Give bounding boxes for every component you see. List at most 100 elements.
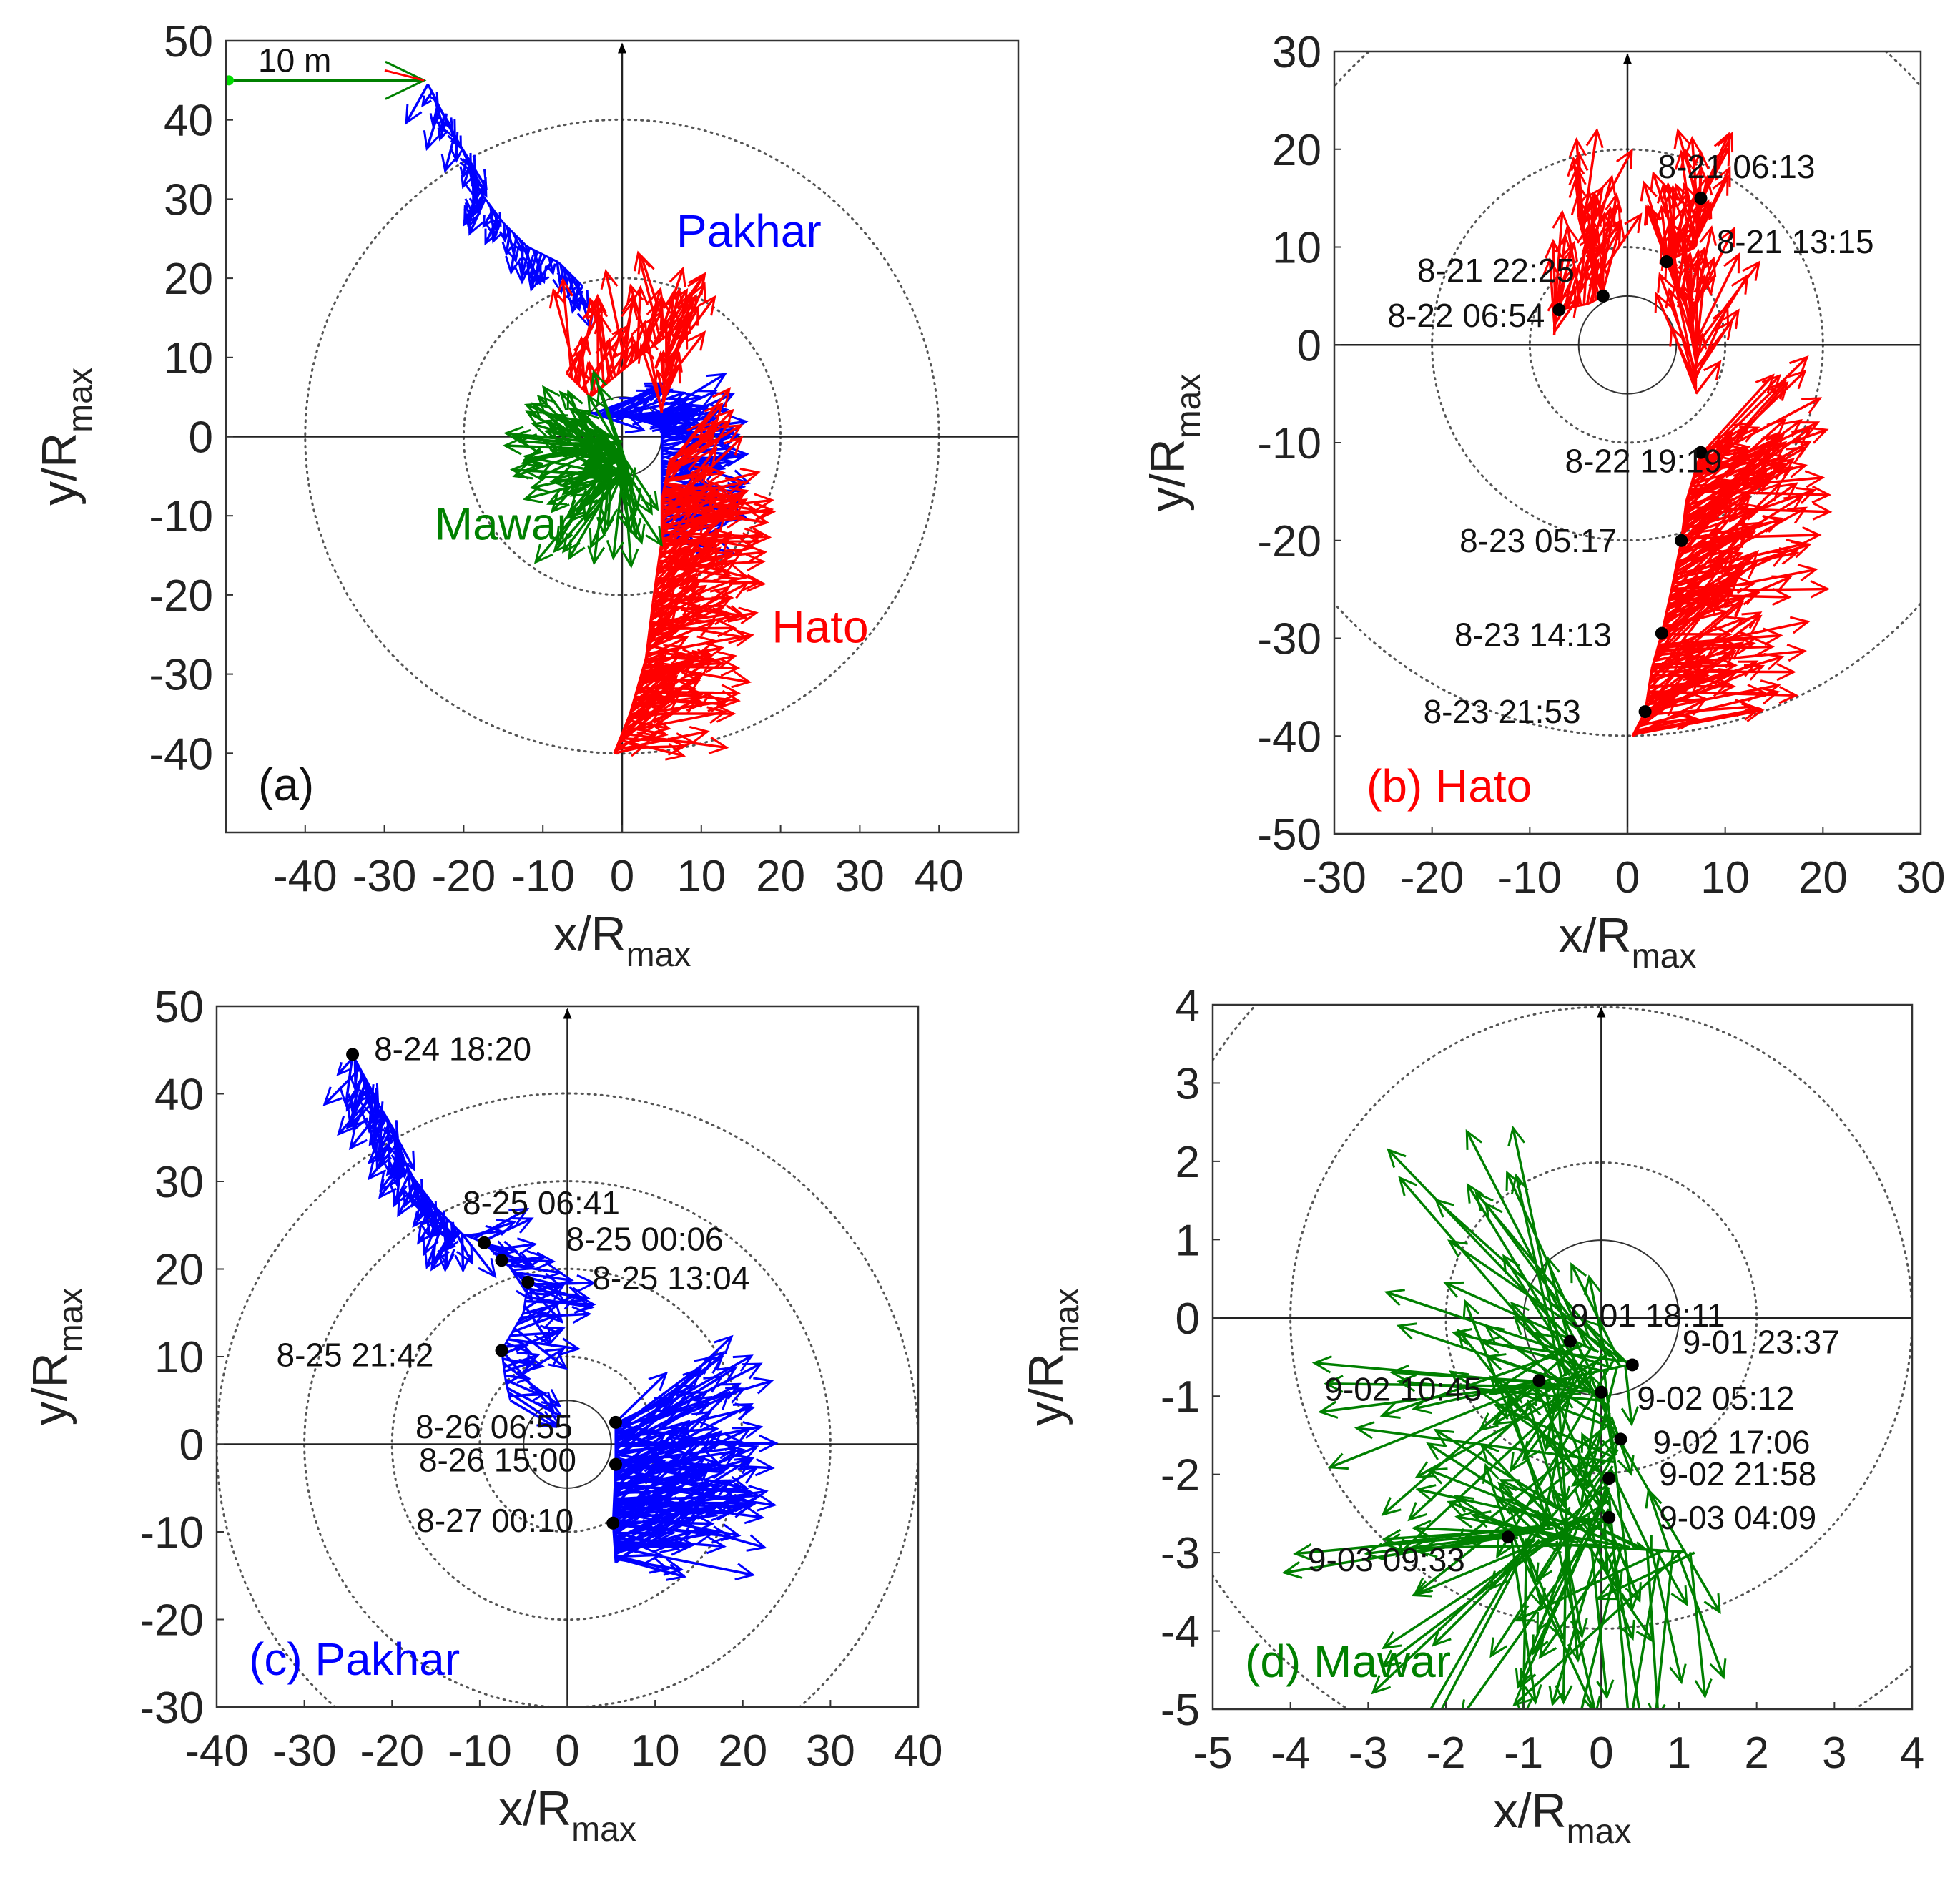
hato-vector-head xyxy=(1773,466,1794,483)
hato-vector-head xyxy=(578,368,591,383)
hato-vector xyxy=(1699,133,1733,205)
time-label: 8-24 18:20 xyxy=(374,1030,531,1067)
mawar-vector-head xyxy=(1327,1452,1349,1470)
pakhar-vector xyxy=(661,436,694,453)
x-tick-label: -40 xyxy=(184,1726,249,1776)
pakhar-vector xyxy=(661,404,704,423)
time-marker xyxy=(1532,1374,1546,1387)
mawar-vector xyxy=(1578,1518,1644,1550)
pakhar-vector-head xyxy=(437,127,449,142)
time-label: 8-22 19:19 xyxy=(1565,443,1723,480)
hato-vector-head xyxy=(1604,219,1622,240)
pakhar-vector xyxy=(614,1483,720,1564)
hato-vector-head xyxy=(734,629,754,647)
mawar-vector-head xyxy=(1497,1481,1517,1502)
y-tick-label: 20 xyxy=(154,1246,204,1295)
pakhar-vector xyxy=(614,1440,665,1483)
hato-vector xyxy=(561,280,573,379)
pakhar-vector-head xyxy=(748,1485,769,1503)
hato-vector xyxy=(661,471,759,498)
mawar-vector-head xyxy=(1293,1543,1314,1562)
mawar-vector xyxy=(1489,1376,1610,1506)
hato-vector-head xyxy=(753,503,774,521)
time-marker xyxy=(1552,303,1566,317)
hato-vector xyxy=(1690,257,1708,328)
time-label: 9-02 21:58 xyxy=(1659,1455,1816,1493)
hato-vector xyxy=(1689,380,1786,489)
hato-vector-head xyxy=(1735,636,1756,655)
x-tick-label: -30 xyxy=(353,852,417,901)
mawar-vector-head xyxy=(1514,1698,1533,1709)
hato-vector-head xyxy=(1750,450,1771,471)
hato-vector xyxy=(1685,446,1744,503)
plot-area xyxy=(217,1008,918,1707)
mawar-vector-head xyxy=(1449,1370,1469,1389)
time-marker xyxy=(495,1344,508,1357)
mawar-vector xyxy=(571,475,606,497)
y-tick-label: -20 xyxy=(139,1596,204,1646)
mawar-vector xyxy=(1513,1550,1683,1706)
x-tick-label: 0 xyxy=(555,1726,579,1776)
pakhar-vector-head xyxy=(420,1212,434,1226)
mawar-vector-head xyxy=(1588,1373,1605,1395)
hato-vector-head xyxy=(681,671,702,691)
mawar-vector-head xyxy=(1694,1678,1713,1699)
pakhar-vector-head xyxy=(450,149,463,163)
mawar-vector-head xyxy=(1415,1484,1437,1502)
hato-vector-head xyxy=(720,503,741,522)
y-tick-label: -40 xyxy=(149,729,213,779)
hato-vector-head xyxy=(693,691,714,708)
mawar-vector xyxy=(1597,1551,1695,1601)
pakhar-vector xyxy=(624,406,645,418)
hato-vector-head xyxy=(680,604,701,624)
mawar-vector-head xyxy=(1379,1402,1401,1420)
pakhar-vector xyxy=(512,1269,563,1323)
mawar-vector-head xyxy=(1461,1699,1478,1709)
y-tick-label: -20 xyxy=(1257,517,1321,566)
hato-vector-head xyxy=(714,408,734,429)
mawar-vector xyxy=(1589,1375,1620,1446)
mawar-vector-head xyxy=(1538,1638,1557,1660)
y-tick-label: -30 xyxy=(139,1683,204,1733)
hato-vector xyxy=(1601,213,1606,295)
mawar-vector xyxy=(1520,1519,1597,1687)
hato-vector-head xyxy=(1786,369,1807,390)
hato-vector-head xyxy=(1568,165,1587,186)
pakhar-vector-head xyxy=(405,104,423,125)
panel-label: (c) Pakhar xyxy=(249,1633,460,1685)
pakhar-vector-head xyxy=(518,1358,536,1373)
hato-vector-head xyxy=(1570,195,1589,215)
mawar-vector-head xyxy=(1542,1535,1563,1554)
pakhar-vector-head xyxy=(368,1160,387,1181)
y-tick-label: 0 xyxy=(1297,321,1321,370)
mawar-vector xyxy=(1428,1468,1626,1548)
hato-vector-head xyxy=(1799,421,1821,438)
mawar-vector-head xyxy=(580,413,597,435)
pakhar-vector xyxy=(506,1263,561,1274)
mawar-vector xyxy=(1508,1506,1545,1541)
y-tick-label: 50 xyxy=(164,17,213,67)
mawar-vector-head xyxy=(1489,1375,1509,1395)
hato-vector xyxy=(636,287,642,358)
hato-vector-head xyxy=(1650,170,1668,192)
y-tick-label: -10 xyxy=(139,1508,204,1558)
hato-vector xyxy=(1661,561,1717,630)
hato-vector-head xyxy=(1776,662,1796,682)
mawar-vector-head xyxy=(525,410,546,428)
pakhar-vector-head xyxy=(691,1463,713,1482)
pakhar-vector xyxy=(378,1162,407,1199)
hato-vector xyxy=(1632,699,1705,737)
hato-vector xyxy=(1582,270,1588,305)
mawar-vector-head xyxy=(1515,1668,1532,1690)
mawar-vector-head xyxy=(645,526,664,547)
pakhar-vector-head xyxy=(461,174,472,190)
pakhar-vector xyxy=(503,1360,534,1373)
mawar-vector-head xyxy=(1434,1198,1454,1218)
time-label: 8-26 06:55 xyxy=(415,1408,573,1445)
hato-vector-head xyxy=(1713,145,1730,167)
hato-vector xyxy=(1681,285,1698,363)
hato-vector-head xyxy=(674,659,694,679)
mawar-vector-head xyxy=(1451,1328,1473,1346)
pakhar-vector-head xyxy=(716,1451,737,1469)
mawar-vector xyxy=(1396,1370,1597,1557)
